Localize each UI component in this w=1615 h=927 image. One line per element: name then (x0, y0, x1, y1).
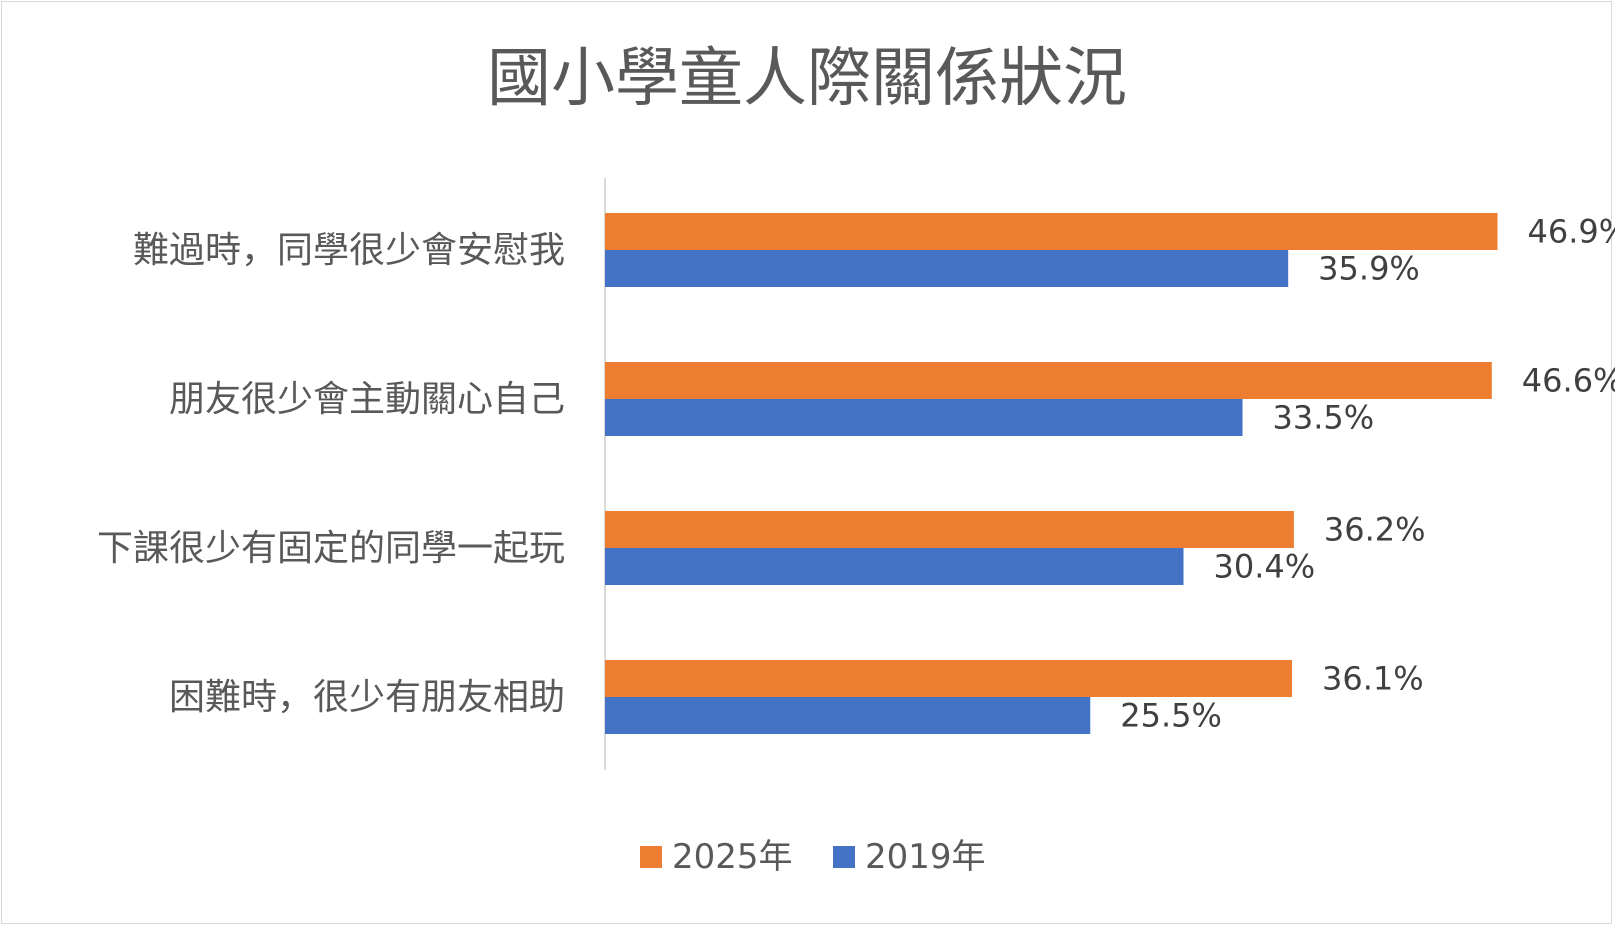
data-label: 36.1% (1322, 660, 1424, 698)
category-label: 難過時，同學很少會安慰我 (133, 230, 565, 271)
data-label: 30.4% (1214, 548, 1316, 586)
data-label: 46.6% (1522, 362, 1615, 400)
legend-label: 2025年 (672, 837, 793, 877)
category-label: 下課很少有固定的同學一起玩 (97, 528, 565, 569)
data-label: 46.9% (1528, 213, 1615, 251)
plot-area: 難過時，同學很少會安慰我 46.9% 35.9% 朋友很少會主動關心自己 46.6% 33… (97, 178, 1615, 770)
bar-2025年-0 (605, 213, 1498, 250)
legend-swatch-2025年 (640, 846, 662, 868)
category-label: 困難時，很少有朋友相助 (169, 677, 565, 718)
bar-2025年-2 (605, 511, 1294, 548)
data-label: 25.5% (1120, 697, 1222, 735)
legend-label: 2019年 (865, 837, 986, 877)
category-label: 朋友很少會主動關心自己 (169, 379, 565, 420)
bar-2019年-2 (605, 548, 1184, 585)
bar-2019年-3 (605, 697, 1091, 734)
bar-2025年-3 (605, 660, 1292, 697)
bar-2019年-1 (605, 399, 1243, 436)
data-label: 35.9% (1318, 250, 1420, 288)
data-label: 33.5% (1273, 399, 1375, 437)
chart-title: 國小學童人際關係狀況 (487, 42, 1127, 116)
legend-swatch-2019年 (833, 846, 855, 868)
bar-2025年-1 (605, 362, 1492, 399)
legend: 2025年 2019年 (640, 837, 986, 877)
data-label: 36.2% (1324, 511, 1426, 549)
bar-2019年-0 (605, 250, 1289, 287)
